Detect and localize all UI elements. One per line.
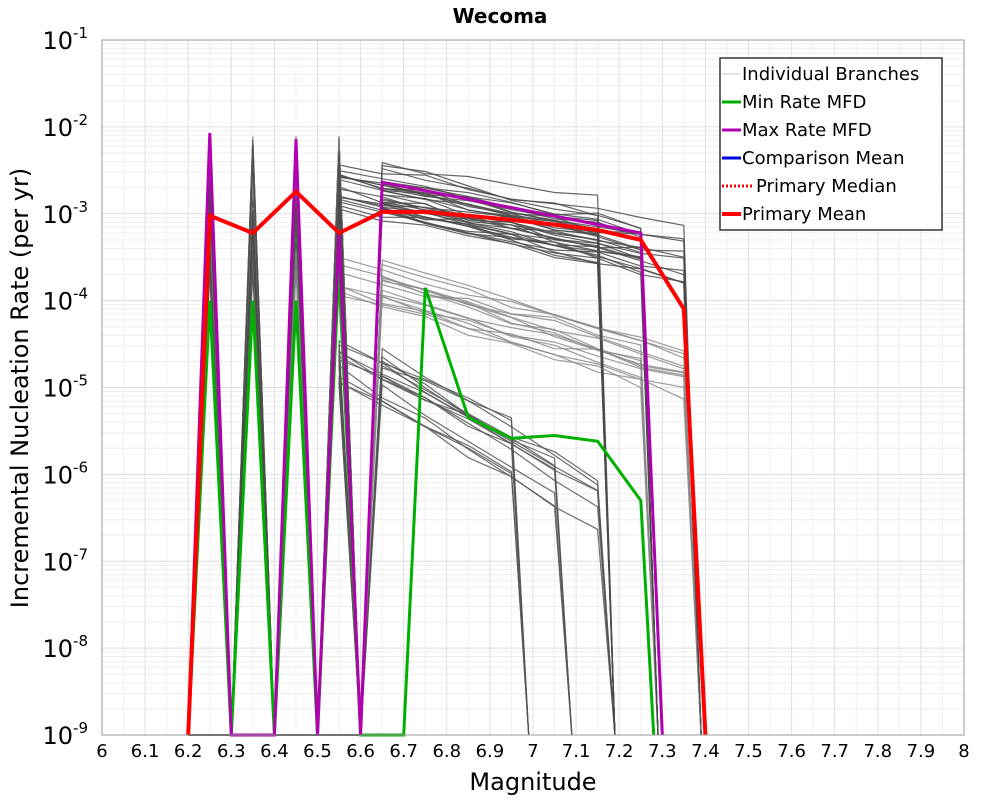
y-tick-label: 10-5 — [42, 372, 88, 403]
x-axis-ticks: 6 6.1 6.2 6.3 6.4 6.5 6.6 6.7 6.8 6.9 7 7.1 7.2 7.3 7.… — [96, 741, 969, 762]
branch-line — [188, 188, 659, 736]
x-tick-label: 6.2 — [174, 741, 203, 762]
branch-line — [187, 136, 702, 736]
individual-branches — [187, 136, 702, 736]
y-tick-label: 10-9 — [42, 719, 88, 750]
x-tick-label: 6.6 — [346, 741, 375, 762]
legend-label-individual-branches: Individual Branches — [742, 64, 919, 85]
branch-line — [187, 164, 702, 736]
legend-label-comparison-mean: Comparison Mean — [742, 148, 905, 169]
x-tick-label: 6.9 — [476, 741, 505, 762]
x-axis-label: Magnitude — [469, 768, 596, 796]
y-axis-label: Incremental Nucleation Rate (per yr) — [6, 168, 34, 608]
x-tick-label: 6.1 — [131, 741, 160, 762]
y-tick-label: 10-7 — [42, 545, 88, 576]
y-tick-label: 10-6 — [42, 458, 88, 489]
branch-line — [188, 164, 702, 736]
legend-label-primary-mean: Primary Mean — [742, 204, 866, 225]
y-tick-label: 10-8 — [42, 632, 88, 663]
series-line-primary-mean — [186, 188, 708, 736]
legend-box — [719, 57, 943, 231]
branch-line — [188, 196, 659, 736]
x-tick-label: 7.6 — [777, 741, 806, 762]
x-tick-label: 7.7 — [820, 741, 849, 762]
x-tick-label: 6.7 — [389, 741, 418, 762]
x-tick-label: 7.8 — [863, 741, 892, 762]
chart-title: Wecoma — [453, 4, 548, 28]
legend-label-max-rate-mfd: Max Rate MFD — [742, 120, 872, 141]
x-tick-label: 6.5 — [303, 741, 332, 762]
branch-line — [188, 199, 659, 736]
y-tick-label: 10-3 — [42, 198, 88, 229]
x-tick-label: 6.8 — [432, 741, 461, 762]
x-tick-label: 7.3 — [648, 741, 677, 762]
x-tick-label: 7.4 — [691, 741, 720, 762]
y-tick-label: 10-4 — [42, 285, 88, 316]
legend-label-min-rate-mfd: Min Rate MFD — [742, 92, 866, 113]
branch-line — [188, 159, 702, 736]
x-tick-label: 7.5 — [734, 741, 763, 762]
x-tick-label: 7.9 — [907, 741, 936, 762]
y-tick-label: 10-2 — [42, 111, 88, 142]
branch-line — [187, 174, 702, 736]
plot-frame — [101, 39, 965, 736]
y-axis-ticks: 10-1 10-2 10-3 10-4 10-5 10-6 10-7 10-8 10-9 — [42, 24, 88, 750]
x-tick-label: 8 — [958, 741, 969, 762]
x-tick-label: 7 — [527, 741, 538, 762]
legend-label-primary-median: Primary Median — [756, 176, 897, 197]
x-tick-label: 6.3 — [217, 741, 246, 762]
x-tick-label: 7.1 — [562, 741, 591, 762]
x-tick-label: 6.4 — [260, 741, 289, 762]
y-tick-label: 10-1 — [42, 24, 88, 55]
x-tick-label: 6 — [96, 741, 107, 762]
legend: Individual Branches Min Rate MFD Max Rate … — [719, 57, 943, 231]
x-tick-label: 7.2 — [605, 741, 634, 762]
